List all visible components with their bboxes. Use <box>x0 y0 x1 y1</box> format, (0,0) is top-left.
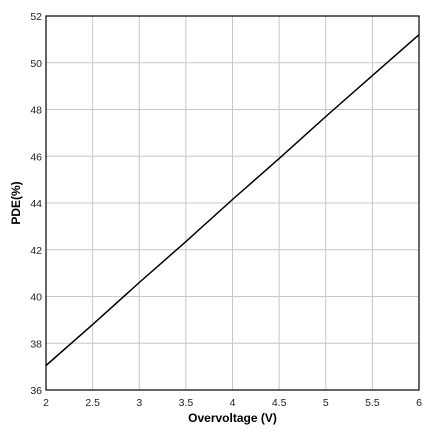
tick-labels: 2 2.5 3 3.5 4 4.5 5 5.5 6 36 38 40 42 44 46 48 50 52 <box>30 11 422 409</box>
x-tick-label: 4 <box>230 397 236 409</box>
x-tick-label: 2.5 <box>85 397 100 409</box>
series-line <box>45 34 420 367</box>
y-tick-label: 50 <box>30 58 42 70</box>
y-tick-label: 36 <box>30 385 42 397</box>
x-tick-label: 4.5 <box>272 397 287 409</box>
y-tick-label: 38 <box>30 338 42 350</box>
x-axis-title: Overvoltage (V) <box>188 411 277 425</box>
x-tick-label: 3.5 <box>179 397 194 409</box>
x-tick-label: 2 <box>43 397 49 409</box>
series-layer <box>45 34 420 367</box>
y-axis-title: PDE(%) <box>9 181 23 224</box>
y-tick-label: 44 <box>30 198 42 210</box>
y-tick-label: 46 <box>30 151 42 163</box>
x-tick-label: 5.5 <box>365 397 380 409</box>
y-tick-label: 52 <box>30 11 42 23</box>
grid <box>45 15 420 391</box>
y-tick-label: 40 <box>30 292 42 304</box>
y-tick-label: 48 <box>30 105 42 117</box>
x-tick-label: 5 <box>323 397 329 409</box>
x-tick-label: 3 <box>136 397 142 409</box>
x-tick-label: 6 <box>416 397 422 409</box>
y-tick-label: 42 <box>30 245 42 257</box>
plot-frame <box>45 15 420 391</box>
